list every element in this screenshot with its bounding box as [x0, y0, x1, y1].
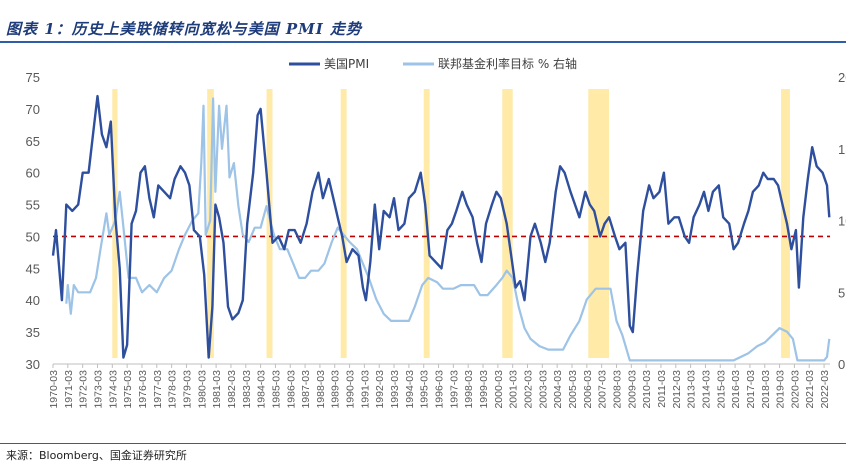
x-tick-1999-03: 1999-03 [478, 370, 490, 409]
x-tick-2015-03: 2015-03 [715, 370, 727, 409]
pmi-series [51, 94, 831, 359]
right-axis-ticks: 0 5 10 15 20 [838, 70, 846, 372]
left-tick-45: 45 [26, 261, 40, 276]
x-tick-1970-03: 1970-03 [48, 370, 60, 409]
footer-divider [0, 443, 846, 444]
x-tick-1990-03: 1990-03 [345, 370, 357, 409]
x-tick-2003-03: 2003-03 [537, 370, 549, 409]
x-tick-2004-03: 2004-03 [552, 370, 564, 409]
x-tick-1980-03: 1980-03 [196, 370, 208, 409]
x-tick-1994-03: 1994-03 [404, 370, 416, 409]
right-tick-0: 0 [838, 357, 845, 372]
x-tick-1987-03: 1987-03 [300, 370, 312, 409]
x-tick-2009-03: 2009-03 [626, 370, 638, 409]
easing-band-2 [266, 89, 273, 358]
x-tick-1975-03: 1975-03 [122, 370, 134, 409]
x-tick-1986-03: 1986-03 [285, 370, 297, 409]
x-tick-1979-03: 1979-03 [181, 370, 193, 409]
x-tick-1973-03: 1973-03 [92, 370, 104, 409]
x-tick-2010-03: 2010-03 [641, 370, 653, 409]
x-tick-2013-03: 2013-03 [686, 370, 698, 409]
x-tick-2022-03: 2022-03 [819, 370, 831, 409]
left-tick-40: 40 [26, 293, 40, 308]
x-tick-2017-03: 2017-03 [745, 370, 757, 409]
x-tick-2011-03: 2011-03 [656, 370, 668, 408]
x-tick-1988-03: 1988-03 [315, 370, 327, 409]
left-tick-75: 75 [26, 70, 40, 85]
x-tick-2019-03: 2019-03 [775, 370, 787, 409]
left-tick-60: 60 [26, 166, 40, 181]
x-tick-1977-03: 1977-03 [152, 370, 164, 409]
source-note: 来源：Bloomberg、国金证券研究所 [6, 449, 187, 462]
x-tick-2018-03: 2018-03 [760, 370, 772, 409]
pmi-line [51, 94, 831, 359]
x-tick-2021-03: 2021-03 [804, 370, 816, 409]
x-tick-2005-03: 2005-03 [567, 370, 579, 409]
x-tick-2002-03: 2002-03 [523, 370, 535, 409]
x-tick-1984-03: 1984-03 [256, 370, 268, 409]
legend-label-pmi: 美国PMI [324, 57, 369, 71]
x-tick-1972-03: 1972-03 [78, 370, 90, 409]
easing-band-3 [340, 89, 347, 358]
x-tick-2008-03: 2008-03 [611, 370, 623, 409]
right-tick-20: 20 [838, 70, 846, 85]
x-tick-1995-03: 1995-03 [419, 370, 431, 409]
x-tick-1985-03: 1985-03 [270, 370, 282, 409]
left-tick-65: 65 [26, 134, 40, 149]
left-tick-70: 70 [26, 102, 40, 117]
x-tick-1993-03: 1993-03 [389, 370, 401, 409]
left-tick-35: 35 [26, 325, 40, 340]
x-tick-1981-03: 1981-03 [211, 370, 223, 409]
x-tick-1982-03: 1982-03 [226, 370, 238, 409]
x-tick-1996-03: 1996-03 [434, 370, 446, 409]
easing-band-1 [207, 89, 214, 358]
x-tick-1992-03: 1992-03 [374, 370, 386, 409]
fed-funds-line [65, 97, 831, 362]
x-tick-1998-03: 1998-03 [463, 370, 475, 409]
easing-band-7 [781, 89, 790, 358]
x-tick-2014-03: 2014-03 [700, 370, 712, 409]
left-tick-55: 55 [26, 198, 40, 213]
x-tick-2007-03: 2007-03 [597, 370, 609, 409]
x-tick-1989-03: 1989-03 [330, 370, 342, 409]
left-axis-ticks: 30 35 40 45 50 55 60 65 70 75 [26, 70, 40, 372]
right-tick-5: 5 [838, 285, 845, 300]
legend-label-fed: 联邦基金利率目标 % 右轴 [438, 56, 577, 71]
x-tick-2006-03: 2006-03 [582, 370, 594, 409]
x-tick-2016-03: 2016-03 [730, 370, 742, 409]
title-divider [0, 41, 846, 43]
right-tick-10: 10 [838, 214, 846, 229]
figure-title: 图表 1：历史上美联储转向宽松与美国 PMI 走势 [6, 20, 363, 38]
x-tick-2020-03: 2020-03 [789, 370, 801, 409]
x-tick-1971-03: 1971-03 [63, 370, 75, 409]
x-tick-2001-03: 2001-03 [508, 370, 520, 409]
fed-funds-series [65, 97, 831, 362]
left-tick-50: 50 [26, 229, 40, 244]
x-tick-1997-03: 1997-03 [448, 370, 460, 409]
x-tick-1991-03: 1991-03 [359, 370, 371, 409]
right-tick-15: 15 [838, 142, 846, 157]
left-tick-30: 30 [26, 357, 40, 372]
x-tick-1978-03: 1978-03 [167, 370, 179, 409]
legend: 美国PMI 联邦基金利率目标 % 右轴 [289, 56, 577, 71]
x-tick-2012-03: 2012-03 [671, 370, 683, 409]
x-axis-ticks: 1970-03 1971-03 1972-03 1973-03 1974-03 1975-… [48, 364, 831, 409]
x-tick-2000-03: 2000-03 [493, 370, 505, 409]
x-tick-1974-03: 1974-03 [107, 370, 119, 409]
x-tick-1983-03: 1983-03 [241, 370, 253, 409]
x-tick-1976-03: 1976-03 [137, 370, 149, 409]
